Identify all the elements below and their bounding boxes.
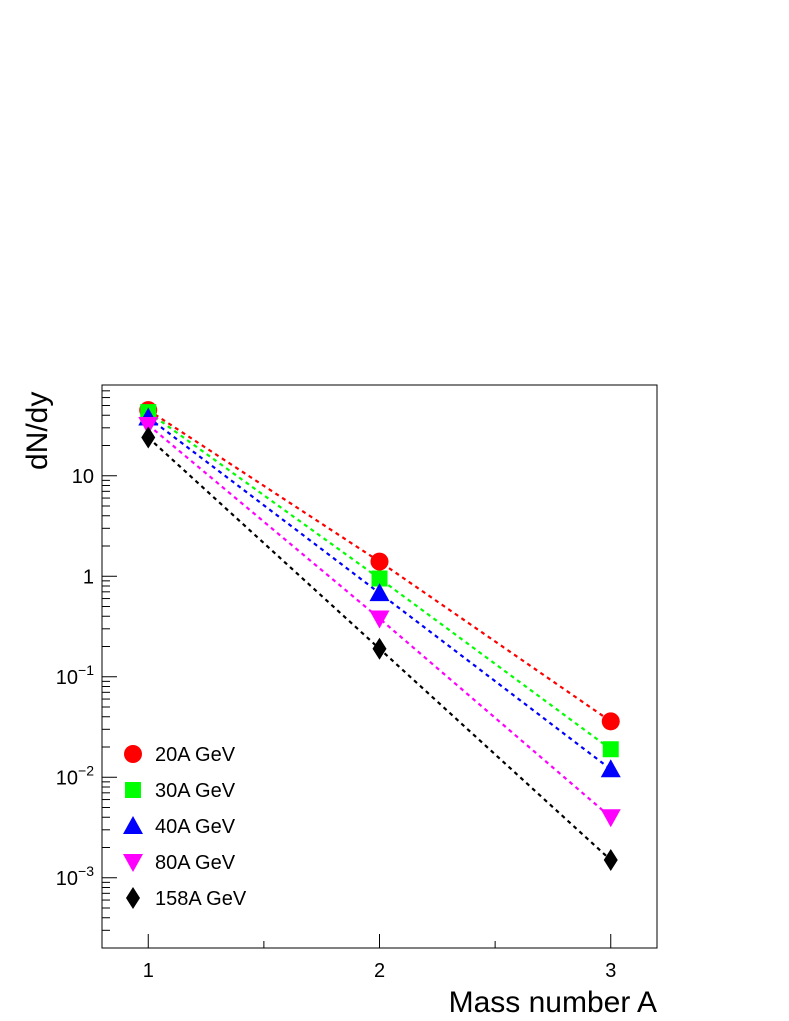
legend-label: 158A GeV [155, 888, 247, 910]
legend-label: 80A GeV [155, 852, 236, 874]
legend-label: 20A GeV [155, 744, 236, 766]
data-point [369, 583, 390, 602]
legend-marker [126, 887, 140, 909]
data-point [602, 741, 619, 758]
y-tick-label: 1 [83, 566, 94, 588]
data-markers [138, 401, 621, 872]
y-tick-label: 10 [72, 466, 94, 488]
x-tick-label: 2 [374, 960, 385, 982]
legend-label: 40A GeV [155, 816, 236, 838]
x-axis: 1 2 3 [143, 934, 616, 982]
data-point [138, 416, 159, 435]
data-point [601, 712, 620, 731]
fit-line [147, 424, 612, 819]
y-tick-label: 10−1 [56, 662, 94, 689]
y-axis: 10−3 10−2 10−1 1 10 [56, 384, 117, 949]
legend-marker [123, 816, 143, 834]
data-point [369, 610, 390, 629]
data-point [371, 570, 388, 587]
legend: 20A GeV 30A GeV 40A GeV 80A GeV 158A GeV [123, 744, 247, 910]
legend-marker [125, 782, 141, 798]
legend-marker [123, 854, 143, 872]
y-tick-label: 10−2 [56, 762, 94, 789]
y-tick-label: 10−3 [56, 863, 94, 890]
data-point [141, 426, 156, 449]
data-point [372, 637, 387, 660]
data-point [600, 809, 621, 828]
legend-label: 30A GeV [155, 780, 236, 802]
data-point [600, 759, 621, 778]
x-axis-title: Mass number A [449, 986, 657, 1019]
data-point [370, 552, 389, 571]
legend-marker [124, 745, 142, 763]
y-axis-title: dN/dy [21, 392, 54, 470]
x-tick-label: 3 [605, 960, 616, 982]
data-point [603, 849, 618, 872]
x-tick-label: 1 [143, 960, 154, 982]
